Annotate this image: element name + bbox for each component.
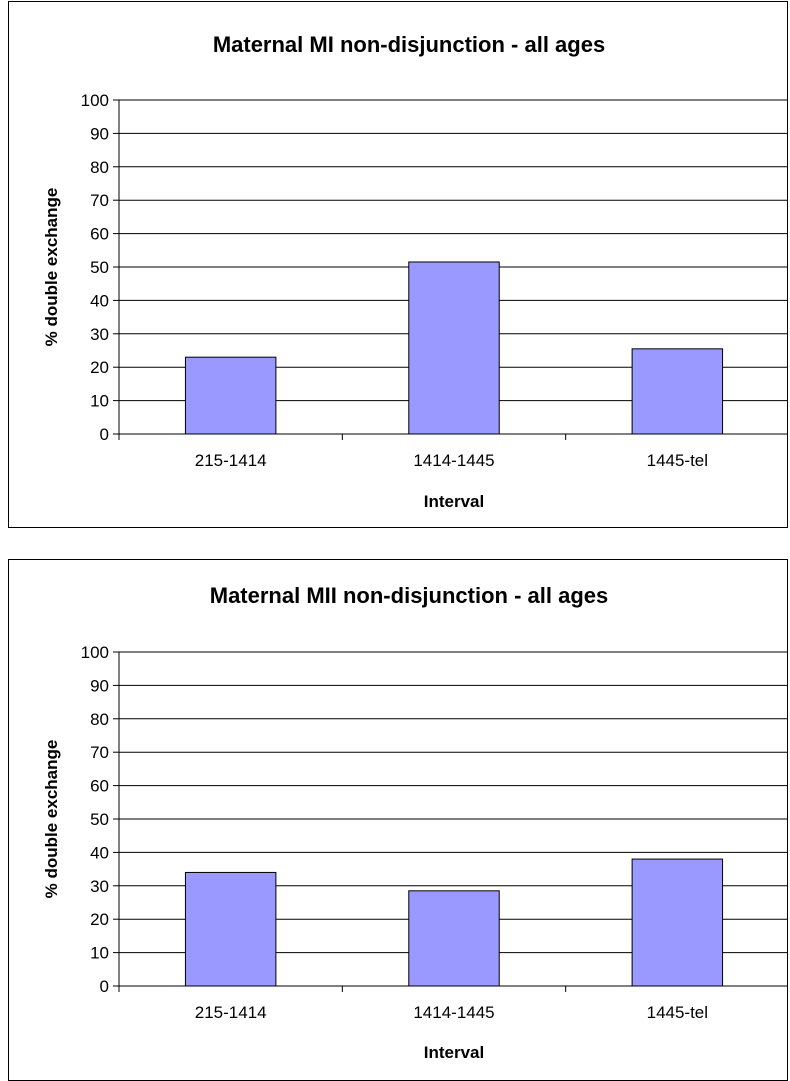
x-tick-label: 1445-tel (647, 451, 708, 470)
y-tick-label: 30 (90, 325, 109, 344)
y-tick-label: 10 (90, 392, 109, 411)
y-tick-label: 70 (90, 743, 109, 762)
y-tick-label: 90 (90, 676, 109, 695)
y-tick-label: 50 (90, 258, 109, 277)
x-tick-label: 1414-1445 (413, 1003, 494, 1022)
bar-1414-1445 (408, 261, 500, 435)
x-tick-label: 1445-tel (647, 1003, 708, 1022)
y-tick-label: 20 (90, 358, 109, 377)
x-tick-label: 215-1414 (195, 1003, 267, 1022)
bar-chart-mii: Maternal MII non-disjunction - all ages … (42, 583, 787, 1062)
y-tick-label: 40 (90, 291, 109, 310)
y-tick-label: 30 (90, 877, 109, 896)
y-tick-label: 90 (90, 124, 109, 143)
bar-1445-tel (631, 348, 724, 435)
y-tick-label: 40 (90, 843, 109, 862)
x-axis-label: Interval (424, 492, 484, 511)
bar-1445-tel (631, 858, 724, 987)
y-tick-label: 60 (90, 777, 109, 796)
y-tick-label: 20 (90, 910, 109, 929)
y-tick-label: 60 (90, 225, 109, 244)
chart-panel-mi: Maternal MI non-disjunction - all ages 0… (8, 1, 788, 528)
axes (113, 99, 787, 440)
y-tick-label: 100 (81, 91, 109, 110)
bars (184, 858, 724, 987)
bar-215-1414 (184, 871, 277, 987)
y-tick-label: 100 (81, 643, 109, 662)
y-tick-labels: 0 10 20 30 40 50 60 70 80 90 100 (81, 643, 109, 996)
y-axis-label: % double exchange (42, 740, 61, 899)
x-tick-labels: 215-1414 1414-1445 1445-tel (195, 451, 708, 470)
y-axis-label: % double exchange (42, 188, 61, 347)
bars (184, 261, 724, 435)
y-tick-label: 0 (100, 977, 109, 996)
chart-title: Maternal MI non-disjunction - all ages (213, 32, 605, 57)
bar-1414-1445 (408, 890, 500, 987)
y-tick-label: 70 (90, 191, 109, 210)
y-tick-label: 50 (90, 810, 109, 829)
y-tick-label: 10 (90, 944, 109, 963)
chart-panel-mii: Maternal MII non-disjunction - all ages … (8, 559, 788, 1081)
axes (113, 651, 787, 992)
y-tick-label: 80 (90, 158, 109, 177)
y-tick-label: 80 (90, 710, 109, 729)
x-tick-labels: 215-1414 1414-1445 1445-tel (195, 1003, 708, 1022)
x-tick-label: 1414-1445 (413, 451, 494, 470)
x-axis-label: Interval (424, 1043, 484, 1062)
y-tick-label: 0 (100, 425, 109, 444)
bar-chart-mi: Maternal MI non-disjunction - all ages 0… (42, 32, 787, 511)
x-tick-label: 215-1414 (195, 451, 267, 470)
y-tick-labels: 0 10 20 30 40 50 60 70 80 90 100 (81, 91, 109, 444)
chart-title: Maternal MII non-disjunction - all ages (210, 583, 608, 608)
bar-215-1414 (184, 356, 277, 435)
